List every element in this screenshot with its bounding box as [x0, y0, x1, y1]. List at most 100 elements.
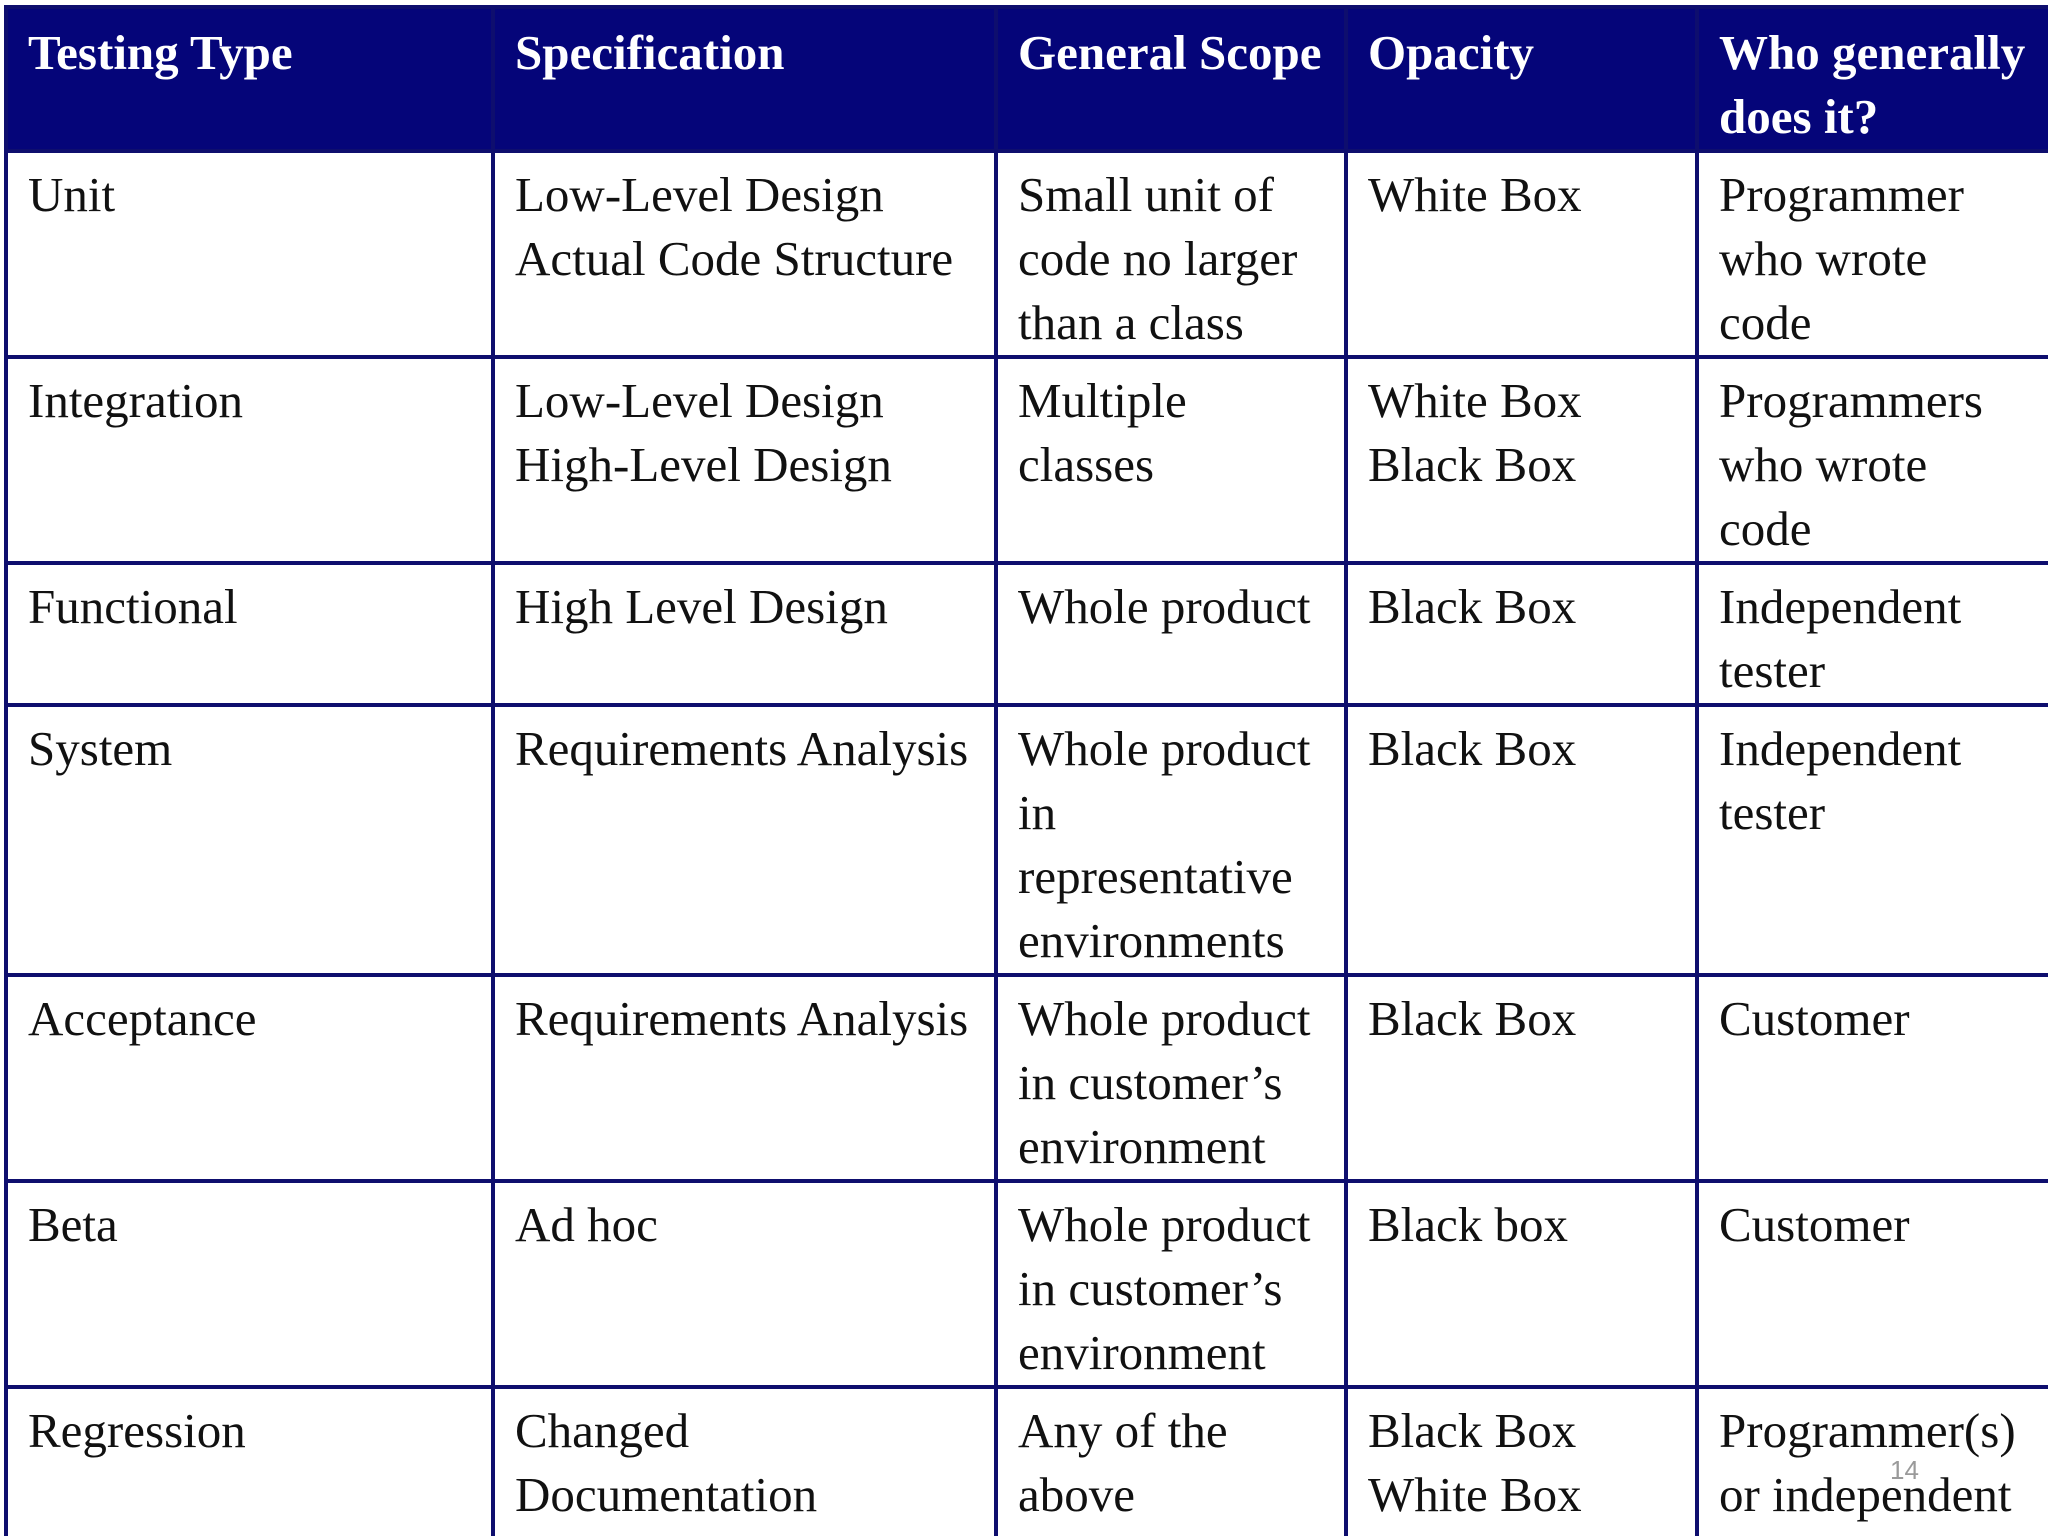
cell-line: above [1018, 1467, 1135, 1522]
cell-general-scope: Whole product [994, 561, 1348, 707]
cell-line: Programmer [1719, 167, 1964, 222]
cell-line: Requirements Analysis [515, 991, 969, 1046]
cell-specification: Ad hoc [491, 1179, 998, 1389]
cell-line: Whole product [1018, 721, 1311, 776]
cell-line: White Box [1368, 1467, 1582, 1522]
cell-line: testers [1719, 1527, 2040, 1536]
cell-line: environment [1018, 1119, 1266, 1174]
cell-general-scope: Any of the above [994, 1385, 1348, 1536]
cell-testing-type: Integration [4, 355, 495, 565]
cell-specification: Requirements Analysis [491, 973, 998, 1183]
cell-opacity: Black Box [1344, 703, 1699, 977]
cell-line: Black Box [1368, 991, 1577, 1046]
cell-line: High Level Design [515, 579, 888, 634]
cell-line: Independent [1719, 579, 1962, 634]
cell-line: Acceptance [28, 991, 257, 1046]
header-general-scope: General Scope [994, 5, 1348, 153]
cell-line: tester [1719, 785, 1826, 840]
cell-line: code [1719, 501, 1812, 556]
cell-specification: Requirements Analysis [491, 703, 998, 977]
cell-line: Low-Level Design [515, 373, 884, 428]
cell-line: Programmers [1719, 373, 1983, 428]
cell-specification: Low-Level Design High-Level Design [491, 355, 998, 565]
table-row: Beta Ad hoc Whole product in customer’s … [4, 1179, 2048, 1389]
cell-line: classes [1018, 437, 1155, 492]
cell-line: in customer’s [1018, 1261, 1283, 1316]
header-who-does-it: Who generally does it? [1695, 5, 2048, 153]
cell-opacity: Black Box [1344, 561, 1699, 707]
cell-line: Independent [1719, 721, 1962, 776]
cell-line: in [1018, 785, 1057, 840]
cell-line: environments [1018, 913, 1285, 968]
cell-line: than a class [1018, 295, 1244, 350]
cell-opacity: Black Box [1344, 973, 1699, 1183]
cell-line: Whole product [1018, 579, 1311, 634]
cell-who: Independent tester [1695, 703, 2048, 977]
cell-opacity: Black Box White Box [1344, 1385, 1699, 1536]
page-number: 14 [1890, 1455, 1919, 1485]
cell-line: Actual Code Structure [515, 231, 954, 286]
cell-line: Beta [28, 1197, 118, 1252]
cell-who: Customer [1695, 973, 2048, 1183]
cell-specification: High Level Design [491, 561, 998, 707]
table-row: System Requirements Analysis Whole produ… [4, 703, 2048, 977]
cell-line: Documentation [515, 1467, 818, 1522]
cell-line: Small unit of [1018, 167, 1274, 222]
cell-line: Functional [28, 579, 238, 634]
table-row: Functional High Level Design Whole produ… [4, 561, 2048, 707]
cell-line: representative [1018, 849, 1293, 904]
cell-line: High-Level Design [515, 1527, 980, 1536]
table-row: Unit Low-Level Design Actual Code Struct… [4, 149, 2048, 359]
table-row: Acceptance Requirements Analysis Whole p… [4, 973, 2048, 1183]
cell-line: Customer [1719, 1197, 1910, 1252]
testing-types-table: Testing Type Specification General Scope… [4, 5, 2048, 1536]
header-line: Specification [515, 25, 785, 80]
cell-who: Programmer who wrote code [1695, 149, 2048, 359]
header-opacity: Opacity [1344, 5, 1699, 153]
cell-line: Black box [1368, 1197, 1569, 1252]
cell-general-scope: Whole product in representative environm… [994, 703, 1348, 977]
cell-specification: Changed Documentation High-Level Design [491, 1385, 998, 1536]
cell-line: White Box [1368, 373, 1582, 428]
cell-testing-type: Functional [4, 561, 495, 707]
cell-who: Customer [1695, 1179, 2048, 1389]
cell-opacity: Black box [1344, 1179, 1699, 1389]
cell-line: Requirements Analysis [515, 721, 969, 776]
cell-opacity: White Box [1344, 149, 1699, 359]
cell-who: Independent tester [1695, 561, 2048, 707]
cell-line: Any of the [1018, 1403, 1228, 1458]
header-row: Testing Type Specification General Scope… [4, 5, 2048, 153]
cell-line: environment [1018, 1325, 1266, 1380]
table-row: Integration Low-Level Design High-Level … [4, 355, 2048, 565]
cell-line: Whole product [1018, 991, 1311, 1046]
cell-general-scope: Whole product in customer’s environment [994, 973, 1348, 1183]
cell-testing-type: Regression [4, 1385, 495, 1536]
cell-line: code [1719, 295, 1812, 350]
header-line: Who generally [1719, 25, 2026, 80]
cell-line: Black Box [1368, 721, 1577, 776]
cell-line: System [28, 721, 173, 776]
cell-testing-type: Acceptance [4, 973, 495, 1183]
cell-line: Integration [28, 373, 243, 428]
cell-who: Programmer(s) or independent testers [1695, 1385, 2048, 1536]
cell-line: Black Box [1368, 437, 1577, 492]
header-line: General Scope [1018, 25, 1322, 80]
cell-line: tester [1719, 643, 1826, 698]
cell-specification: Low-Level Design Actual Code Structure [491, 149, 998, 359]
cell-general-scope: Multiple classes [994, 355, 1348, 565]
cell-line: Programmer(s) [1719, 1403, 2016, 1458]
header-line: Opacity [1368, 25, 1535, 80]
cell-line: Regression [28, 1403, 246, 1458]
cell-line: White Box [1368, 167, 1582, 222]
cell-line: High-Level Design [515, 437, 892, 492]
cell-general-scope: Small unit of code no larger than a clas… [994, 149, 1348, 359]
cell-line: who wrote [1719, 437, 1928, 492]
header-testing-type: Testing Type [4, 5, 495, 153]
cell-line: Whole product [1018, 1197, 1311, 1252]
cell-line: in customer’s [1018, 1055, 1283, 1110]
cell-line: Unit [28, 167, 116, 222]
cell-line: Black Box [1368, 1403, 1577, 1458]
cell-line: Multiple [1018, 373, 1187, 428]
cell-line: Ad hoc [515, 1197, 658, 1252]
